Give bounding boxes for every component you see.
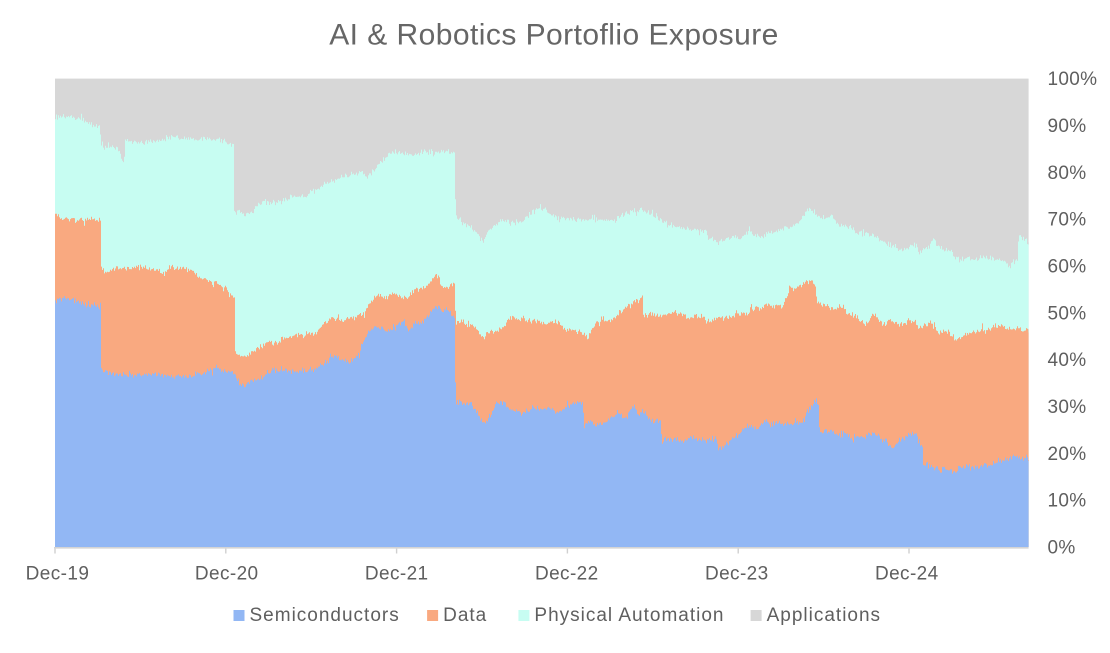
- svg-text:70%: 70%: [1048, 210, 1087, 231]
- svg-text:Dec-20: Dec-20: [195, 564, 259, 585]
- svg-text:Data: Data: [443, 605, 487, 626]
- svg-text:20%: 20%: [1048, 444, 1087, 465]
- svg-text:Physical Automation: Physical Automation: [534, 605, 724, 626]
- svg-text:30%: 30%: [1048, 397, 1087, 418]
- svg-text:50%: 50%: [1048, 303, 1087, 324]
- svg-text:Dec-24: Dec-24: [875, 564, 939, 585]
- svg-text:Dec-21: Dec-21: [365, 564, 429, 585]
- svg-text:60%: 60%: [1048, 257, 1087, 278]
- svg-text:10%: 10%: [1048, 491, 1087, 512]
- svg-text:80%: 80%: [1048, 163, 1087, 184]
- svg-text:Semiconductors: Semiconductors: [250, 605, 400, 626]
- svg-text:0%: 0%: [1048, 538, 1076, 559]
- svg-text:40%: 40%: [1048, 350, 1087, 371]
- svg-text:Dec-22: Dec-22: [535, 564, 599, 585]
- svg-text:100%: 100%: [1048, 69, 1098, 90]
- svg-text:Dec-23: Dec-23: [705, 564, 769, 585]
- svg-text:Applications: Applications: [767, 605, 881, 626]
- svg-text:90%: 90%: [1048, 116, 1087, 137]
- svg-text:AI & Robotics Portoflio Exposu: AI & Robotics Portoflio Exposure: [329, 19, 779, 52]
- svg-text:Dec-19: Dec-19: [26, 564, 90, 585]
